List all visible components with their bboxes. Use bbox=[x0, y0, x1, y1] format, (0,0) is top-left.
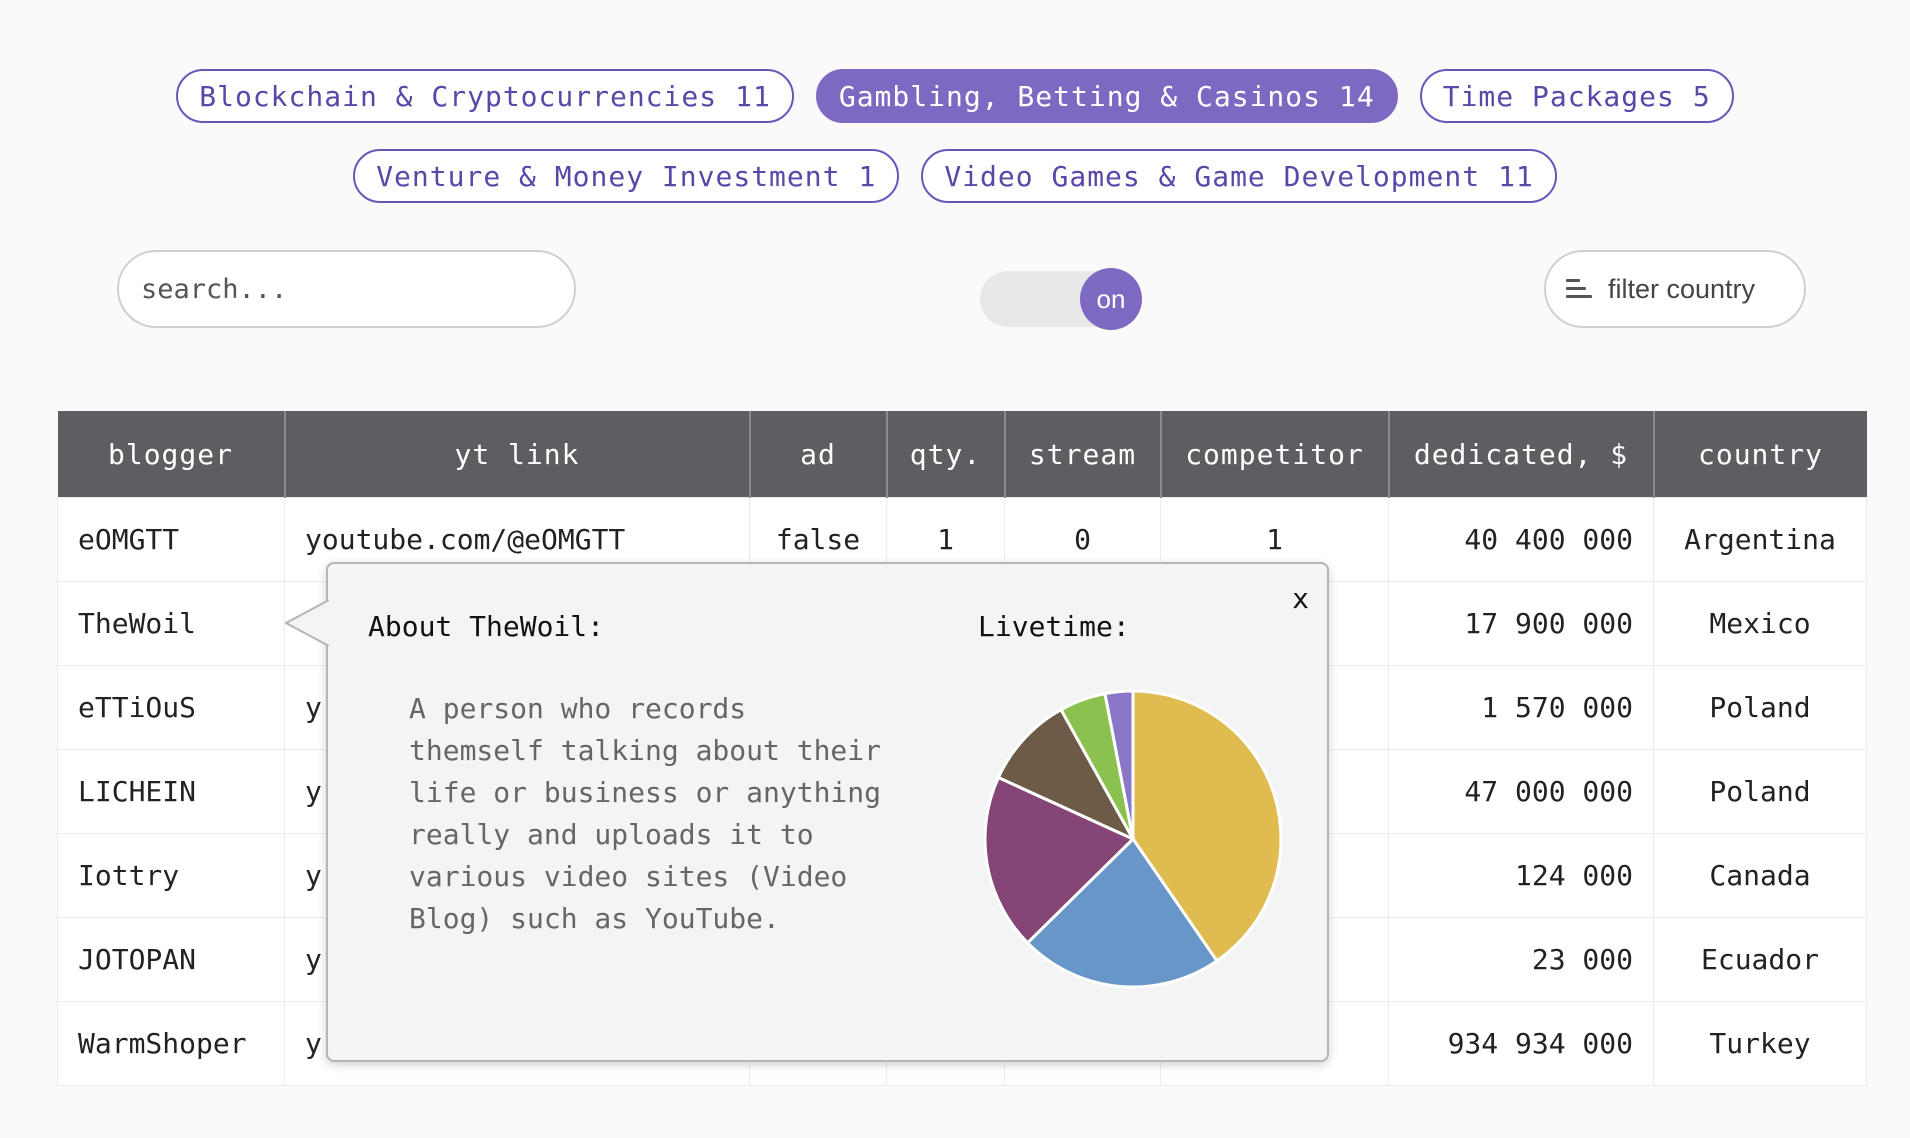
column-header-qty[interactable]: qty. bbox=[886, 411, 1006, 498]
blogger-info-popup: x About TheWoil: A person who records th… bbox=[285, 562, 1329, 1062]
cell-blogger[interactable]: eOMGTT bbox=[57, 497, 285, 582]
search-input[interactable] bbox=[117, 250, 576, 328]
cell-dedicated: 23 000 bbox=[1388, 917, 1654, 1002]
cell-blogger[interactable]: JOTOPAN bbox=[57, 917, 285, 1002]
cell-country: Ecuador bbox=[1653, 917, 1867, 1002]
cell-country: Poland bbox=[1653, 665, 1867, 750]
cell-country: Argentina bbox=[1653, 497, 1867, 582]
cell-dedicated: 40 400 000 bbox=[1388, 497, 1654, 582]
cell-blogger[interactable]: WarmShoper bbox=[57, 1001, 285, 1086]
tag-label: Venture & Money Investment bbox=[376, 159, 841, 193]
on-off-toggle[interactable]: on bbox=[980, 268, 1142, 330]
pie-slice-0 bbox=[1131, 689, 1283, 963]
column-header-dedicated[interactable]: dedicated, $ bbox=[1388, 411, 1655, 498]
tag-label: Gambling, Betting & Casinos bbox=[838, 79, 1321, 113]
tag-label: Video Games & Game Development bbox=[944, 159, 1481, 193]
column-header-yt-link[interactable]: yt link bbox=[284, 411, 751, 498]
popup-pointer-arrow bbox=[285, 600, 329, 646]
popup-title: About TheWoil: bbox=[368, 610, 605, 643]
cell-blogger[interactable]: LICHEIN bbox=[57, 749, 285, 834]
tag-label: Time Packages bbox=[1442, 79, 1675, 113]
cell-country: Mexico bbox=[1653, 581, 1867, 666]
cell-dedicated: 1 570 000 bbox=[1388, 665, 1654, 750]
pie-slice-3 bbox=[996, 707, 1137, 843]
column-header-blogger[interactable]: blogger bbox=[57, 411, 286, 498]
cell-dedicated: 124 000 bbox=[1388, 833, 1654, 918]
toggle-label: on bbox=[1096, 283, 1126, 314]
column-header-country[interactable]: country bbox=[1653, 411, 1867, 498]
column-header-ad[interactable]: ad bbox=[749, 411, 888, 498]
table-header-row: blogger yt link ad qty. stream competito… bbox=[57, 411, 1867, 498]
tag-gambling-betting-casinos[interactable]: Gambling, Betting & Casinos 14 bbox=[815, 69, 1398, 123]
pie-slice-2 bbox=[983, 775, 1136, 945]
category-tags-row-1: Blockchain & Cryptocurrencies 11 Gamblin… bbox=[0, 69, 1910, 123]
column-header-competitor[interactable]: competitor bbox=[1160, 411, 1390, 498]
livetime-pie-chart bbox=[983, 689, 1283, 989]
popup-description: A person who records themself talking ab… bbox=[409, 692, 882, 935]
close-icon[interactable]: x bbox=[1292, 582, 1309, 615]
cell-dedicated: 47 000 000 bbox=[1388, 749, 1654, 834]
tag-video-games-game-development[interactable]: Video Games & Game Development 11 bbox=[921, 149, 1557, 203]
tag-label: Blockchain & Cryptocurrencies bbox=[199, 79, 718, 113]
pie-slice-1 bbox=[1025, 836, 1220, 989]
toggle-knob: on bbox=[1080, 268, 1142, 330]
cell-country: Turkey bbox=[1653, 1001, 1867, 1086]
tag-venture-money-investment[interactable]: Venture & Money Investment 1 bbox=[353, 149, 900, 203]
tag-blockchain-cryptocurrencies[interactable]: Blockchain & Cryptocurrencies 11 bbox=[176, 69, 794, 123]
category-tags-row-2: Venture & Money Investment 1 Video Games… bbox=[0, 149, 1910, 203]
cell-country: Canada bbox=[1653, 833, 1867, 918]
tag-count: 14 bbox=[1339, 79, 1375, 113]
tag-count: 11 bbox=[1498, 159, 1534, 193]
tag-count: 5 bbox=[1692, 79, 1711, 113]
cell-dedicated: 934 934 000 bbox=[1388, 1001, 1654, 1086]
cell-dedicated: 17 900 000 bbox=[1388, 581, 1654, 666]
pie-slice-5 bbox=[1103, 689, 1135, 840]
cell-blogger[interactable]: TheWoil bbox=[57, 581, 285, 666]
filter-country-button[interactable]: filter country bbox=[1544, 250, 1806, 328]
sort-lines-icon bbox=[1566, 278, 1592, 300]
cell-blogger[interactable]: Iottry bbox=[57, 833, 285, 918]
column-header-stream[interactable]: stream bbox=[1004, 411, 1162, 498]
tag-count: 11 bbox=[735, 79, 771, 113]
filter-country-label: filter country bbox=[1608, 273, 1756, 304]
livetime-label: Livetime: bbox=[978, 610, 1130, 643]
cell-country: Poland bbox=[1653, 749, 1867, 834]
tag-count: 1 bbox=[858, 159, 877, 193]
cell-blogger[interactable]: eTTiOuS bbox=[57, 665, 285, 750]
tag-time-packages[interactable]: Time Packages 5 bbox=[1419, 69, 1734, 123]
